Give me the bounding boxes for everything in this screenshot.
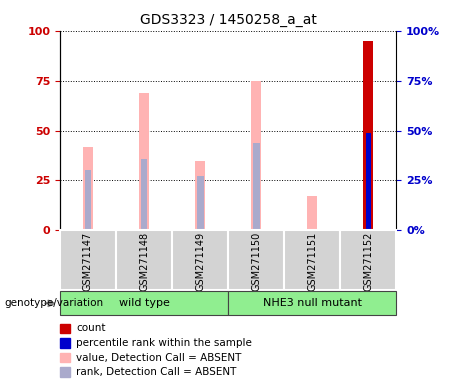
Bar bbox=[253, 142, 260, 230]
Text: value, Detection Call = ABSENT: value, Detection Call = ABSENT bbox=[76, 353, 242, 362]
Bar bbox=[60, 230, 116, 290]
Bar bbox=[307, 197, 317, 230]
Text: GSM271148: GSM271148 bbox=[139, 232, 149, 291]
Bar bbox=[172, 230, 228, 290]
Bar bbox=[363, 41, 373, 230]
Bar bbox=[139, 93, 149, 230]
Text: GSM271147: GSM271147 bbox=[83, 232, 93, 291]
Bar bbox=[251, 81, 261, 230]
Text: GSM271152: GSM271152 bbox=[363, 232, 373, 291]
Bar bbox=[116, 230, 172, 290]
Bar bbox=[141, 159, 148, 230]
Title: GDS3323 / 1450258_a_at: GDS3323 / 1450258_a_at bbox=[140, 13, 317, 27]
Text: GSM271150: GSM271150 bbox=[251, 232, 261, 291]
Text: NHE3 null mutant: NHE3 null mutant bbox=[263, 298, 362, 308]
Bar bbox=[366, 132, 371, 230]
Text: GSM271149: GSM271149 bbox=[195, 232, 205, 291]
Bar bbox=[228, 230, 284, 290]
Text: GSM271151: GSM271151 bbox=[307, 232, 317, 291]
Bar bbox=[284, 230, 340, 290]
Text: percentile rank within the sample: percentile rank within the sample bbox=[76, 338, 252, 348]
Bar bbox=[60, 291, 228, 316]
Text: count: count bbox=[76, 323, 106, 333]
Bar bbox=[340, 230, 396, 290]
Text: wild type: wild type bbox=[118, 298, 170, 308]
Bar bbox=[85, 170, 91, 230]
Bar bbox=[83, 147, 93, 230]
Bar bbox=[195, 161, 205, 230]
Bar bbox=[228, 291, 396, 316]
Text: rank, Detection Call = ABSENT: rank, Detection Call = ABSENT bbox=[76, 367, 236, 377]
Text: genotype/variation: genotype/variation bbox=[5, 298, 104, 308]
Bar bbox=[197, 177, 203, 230]
